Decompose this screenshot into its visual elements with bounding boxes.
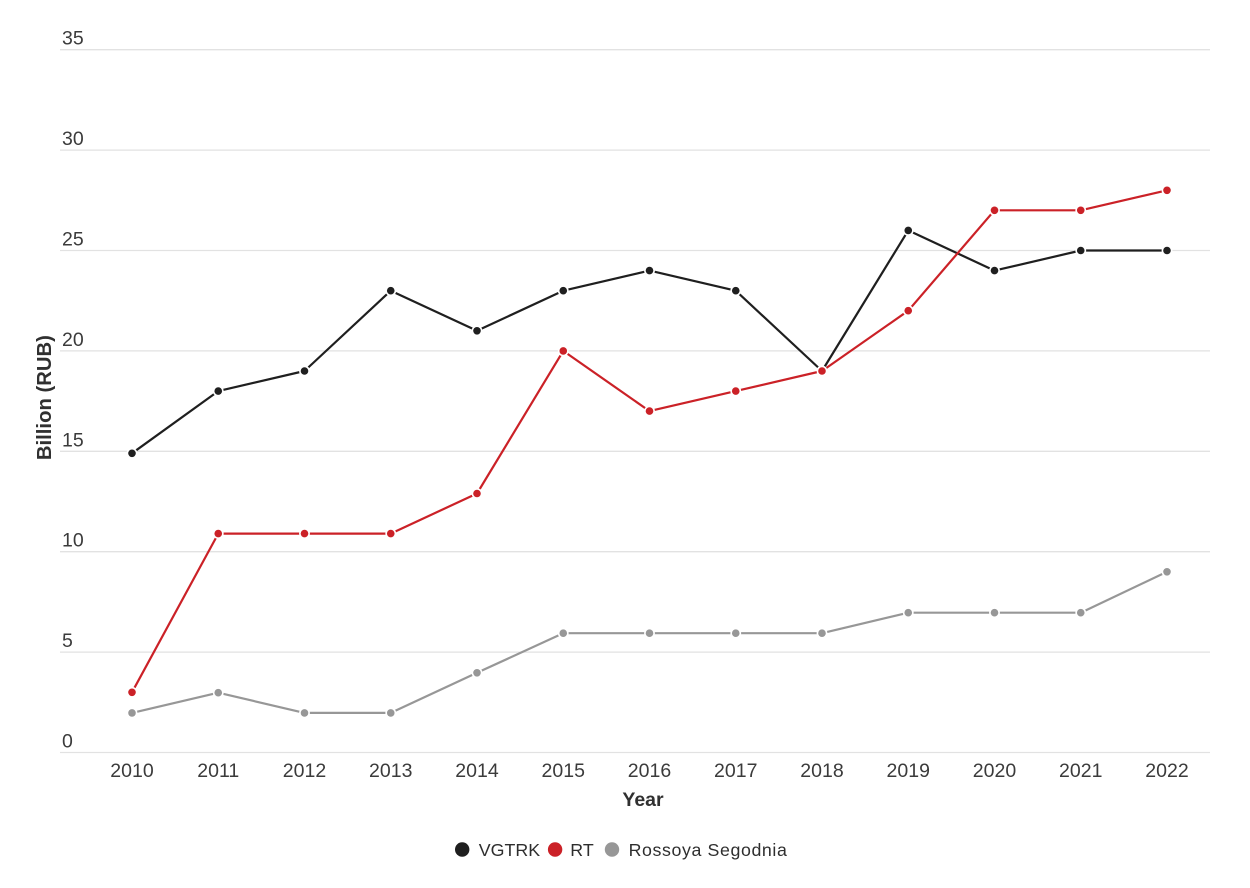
svg-text:2010: 2010 bbox=[110, 760, 154, 782]
svg-text:35: 35 bbox=[62, 28, 84, 50]
svg-text:Billion (RUB): Billion (RUB) bbox=[34, 335, 56, 460]
svg-text:VGTRK: VGTRK bbox=[479, 840, 540, 860]
svg-text:2011: 2011 bbox=[197, 760, 239, 782]
svg-text:2016: 2016 bbox=[628, 760, 671, 782]
svg-text:10: 10 bbox=[62, 530, 84, 552]
svg-text:Year: Year bbox=[622, 789, 664, 811]
svg-text:2017: 2017 bbox=[714, 760, 757, 782]
svg-text:2012: 2012 bbox=[283, 760, 326, 782]
svg-text:25: 25 bbox=[62, 229, 84, 251]
svg-text:2021: 2021 bbox=[1059, 760, 1102, 782]
svg-text:5: 5 bbox=[62, 630, 73, 652]
svg-text:2015: 2015 bbox=[542, 760, 586, 782]
svg-text:0: 0 bbox=[62, 731, 73, 753]
svg-text:2019: 2019 bbox=[887, 760, 930, 782]
svg-text:2020: 2020 bbox=[973, 760, 1017, 782]
svg-text:2018: 2018 bbox=[800, 760, 843, 782]
svg-text:2013: 2013 bbox=[369, 760, 412, 782]
svg-text:30: 30 bbox=[62, 128, 84, 150]
svg-text:15: 15 bbox=[62, 429, 84, 451]
svg-text:Rossoya Segodnia: Rossoya Segodnia bbox=[629, 840, 788, 860]
svg-text:RT: RT bbox=[570, 840, 594, 860]
svg-text:2022: 2022 bbox=[1145, 760, 1188, 782]
svg-text:2014: 2014 bbox=[455, 760, 499, 782]
svg-text:20: 20 bbox=[62, 329, 84, 351]
